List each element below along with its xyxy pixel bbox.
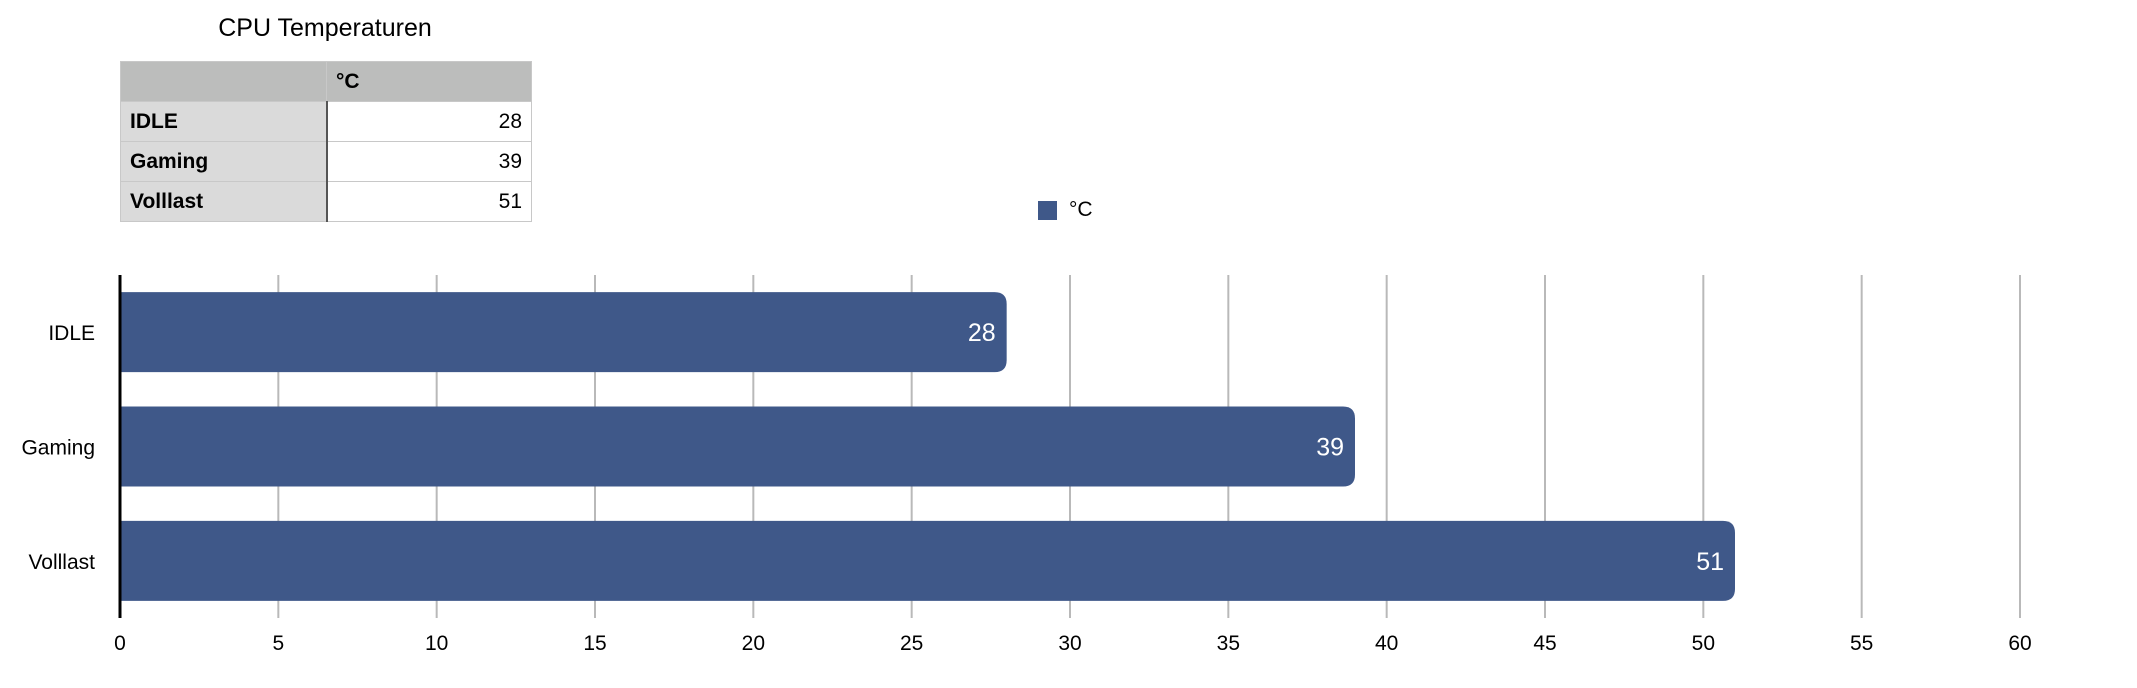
x-tick-label: 0 [114,632,126,655]
table-row-label: Volllast [120,181,328,222]
table-row: IDLE 28 [120,101,532,142]
chart-legend: °C [1038,198,1093,222]
x-tick-label: 15 [583,632,606,655]
table-row: Volllast 51 [120,181,532,222]
table-corner-cell [120,61,327,102]
table-title: CPU Temperaturen [218,14,432,42]
table-column-header: °C [326,61,532,102]
legend-swatch [1038,200,1057,220]
x-tick-label: 40 [1375,632,1398,655]
bar-data-label: 51 [1696,548,1724,576]
data-table: °C IDLE 28 Gaming 39 Volllast 51 [120,61,532,222]
table-row-label: IDLE [120,101,328,142]
x-tick-label: 30 [1058,632,1081,655]
table-cell-value: 28 [326,101,532,142]
bar-data-label: 39 [1316,434,1344,462]
bar [120,406,1355,487]
bar-data-label: 28 [968,319,996,347]
legend-label: °C [1069,198,1093,221]
x-tick-label: 60 [2008,632,2031,655]
bar [120,292,1007,373]
table-row: Gaming 39 [120,141,532,182]
table-header-row: °C [120,61,532,102]
x-tick-label: 10 [425,632,448,655]
x-tick-label: 20 [742,632,765,655]
x-tick-label: 55 [1850,632,1873,655]
x-tick-label: 50 [1692,632,1715,655]
x-tick-label: 25 [900,632,923,655]
x-tick-label: 5 [272,632,284,655]
y-category-label: Gaming [21,437,95,460]
table-row-label: Gaming [120,141,328,182]
bar [120,520,1735,601]
table-cell-value: 51 [326,181,532,222]
y-category-label: Volllast [28,551,95,574]
x-tick-label: 45 [1533,632,1556,655]
x-tick-label: 35 [1217,632,1240,655]
y-category-label: IDLE [48,322,95,345]
table-cell-value: 39 [326,141,532,182]
